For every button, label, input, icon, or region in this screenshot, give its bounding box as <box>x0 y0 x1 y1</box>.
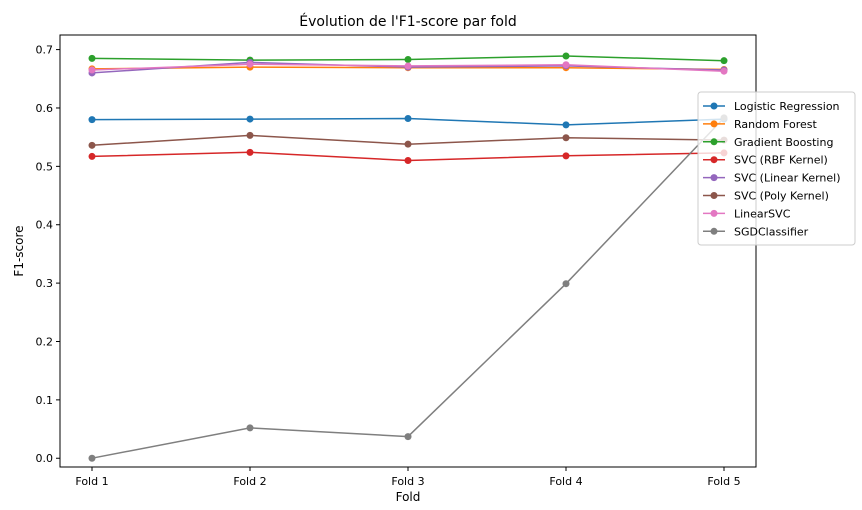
legend-label: Gradient Boosting <box>734 136 833 149</box>
legend-item: Random Forest <box>703 118 817 131</box>
y-tick-label: 0.7 <box>36 44 54 57</box>
legend-label: LinearSVC <box>734 207 791 220</box>
legend-label: SVC (RBF Kernel) <box>734 154 828 167</box>
y-tick-label: 0.6 <box>36 102 54 115</box>
y-tick-label: 0.3 <box>36 277 54 290</box>
legend-marker <box>710 102 718 110</box>
data-point <box>404 157 412 165</box>
legend-marker <box>710 227 718 235</box>
data-point <box>246 115 254 123</box>
data-point <box>88 116 96 124</box>
legend-marker <box>710 156 718 164</box>
data-point <box>562 121 570 129</box>
legend: Logistic Regression Random Forest Gradient… <box>697 91 856 246</box>
y-tick-label: 0.2 <box>36 335 54 348</box>
data-point <box>246 148 254 156</box>
legend-entries: Logistic Regression Random Forest Gradient… <box>703 100 841 238</box>
legend-marker <box>710 174 718 182</box>
data-point <box>88 66 96 74</box>
x-tick-label: Fold 1 <box>75 475 108 488</box>
y-axis: 0.0 0.1 0.2 0.3 0.4 0.5 0.6 0.7 <box>36 44 60 465</box>
data-point <box>562 280 570 288</box>
legend-label: SGDClassifier <box>734 225 809 238</box>
x-tick-label: Fold 3 <box>391 475 424 488</box>
y-tick-label: 0.0 <box>36 452 54 465</box>
legend-item: LinearSVC <box>703 207 791 220</box>
data-point <box>720 67 728 75</box>
data-point <box>246 60 254 68</box>
chart-title: Évolution de l'F1-score par fold <box>299 13 516 30</box>
legend-label: SVC (Poly Kernel) <box>734 190 829 203</box>
data-point <box>404 140 412 148</box>
y-axis-label: F1-score <box>12 225 26 276</box>
data-point <box>88 141 96 149</box>
legend-item: SGDClassifier <box>703 225 809 238</box>
data-point <box>562 134 570 142</box>
x-tick-label: Fold 4 <box>549 475 582 488</box>
plot-area <box>59 34 757 468</box>
series-layer <box>88 52 728 462</box>
legend-marker <box>710 209 718 217</box>
series-gradient-boosting <box>88 52 728 65</box>
legend-label: Logistic Regression <box>734 100 840 113</box>
data-point <box>562 52 570 60</box>
data-point <box>404 433 412 441</box>
legend-item: Logistic Regression <box>703 100 840 113</box>
x-axis: Fold 1 Fold 2 Fold 3 Fold 4 Fold 5 <box>75 467 741 488</box>
legend-label: SVC (Linear Kernel) <box>734 172 841 185</box>
x-axis-label: Fold <box>396 490 421 504</box>
data-point <box>562 152 570 160</box>
legend-marker <box>710 138 718 146</box>
data-point <box>720 57 728 65</box>
data-point <box>404 114 412 122</box>
legend-item: SVC (Linear Kernel) <box>703 172 841 185</box>
legend-marker <box>710 120 718 128</box>
legend-label: Random Forest <box>734 118 817 131</box>
y-tick-label: 0.4 <box>36 219 54 232</box>
x-tick-label: Fold 2 <box>233 475 266 488</box>
y-tick-label: 0.1 <box>36 394 54 407</box>
data-point <box>88 54 96 62</box>
series-linearsvc <box>88 60 728 75</box>
legend-marker <box>710 192 718 199</box>
legend-item: SVC (RBF Kernel) <box>703 154 828 167</box>
data-point <box>88 454 96 462</box>
legend-item: SVC (Poly Kernel) <box>703 190 829 203</box>
data-point <box>246 424 254 432</box>
legend-frame <box>697 91 856 246</box>
data-point <box>88 152 96 160</box>
x-tick-label: Fold 5 <box>707 475 740 488</box>
legend-item: Gradient Boosting <box>703 136 833 149</box>
data-point <box>246 131 254 139</box>
data-point <box>562 61 570 69</box>
y-tick-label: 0.5 <box>36 160 54 173</box>
data-point <box>404 62 412 70</box>
data-point <box>404 56 412 64</box>
